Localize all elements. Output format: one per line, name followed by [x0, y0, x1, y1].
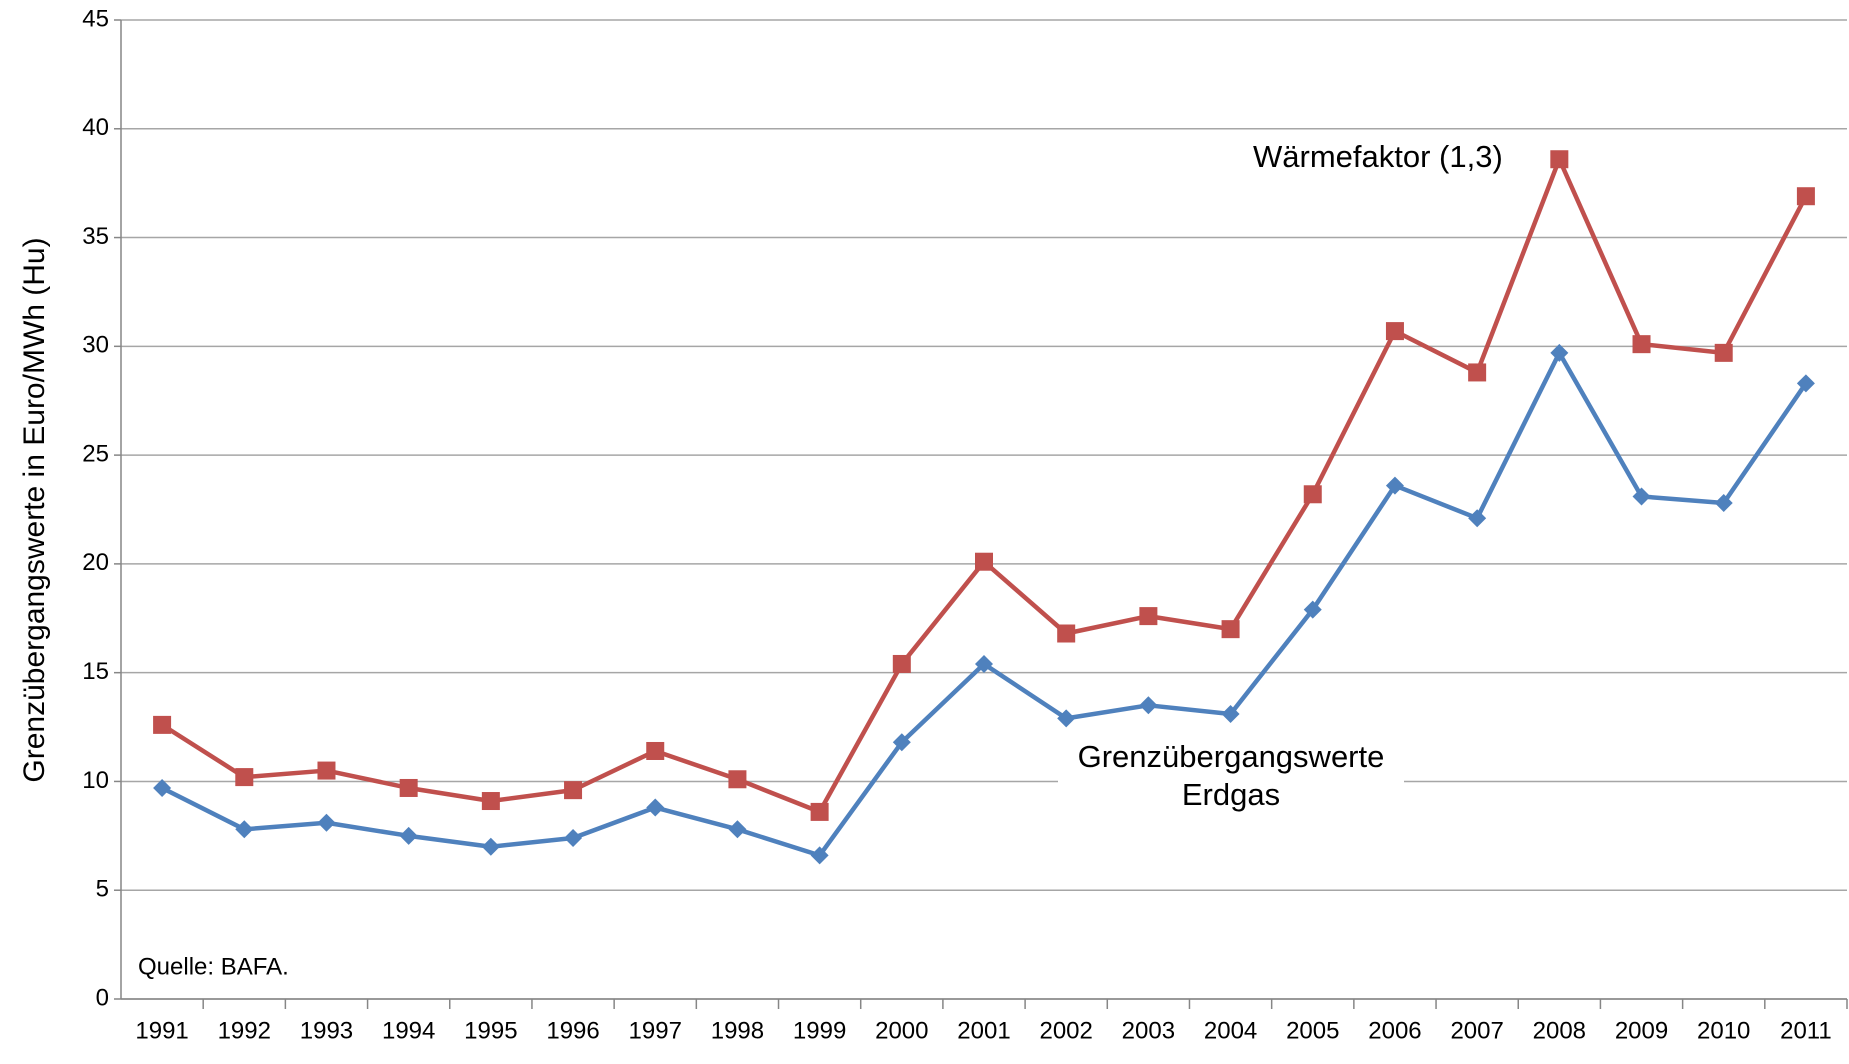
marker	[564, 829, 583, 848]
marker	[1303, 600, 1322, 619]
marker	[1550, 343, 1569, 362]
x-tick-label: 1993	[300, 1017, 353, 1044]
x-tick-label: 1998	[711, 1017, 764, 1044]
marker	[1714, 343, 1733, 362]
marker	[235, 820, 254, 839]
y-axis-label: Grenzübergangswerte in Euro/MWh (Hu)	[18, 237, 51, 782]
marker	[1303, 485, 1322, 504]
marker	[1796, 374, 1815, 393]
marker	[1468, 509, 1487, 528]
marker	[1385, 322, 1404, 341]
x-tick-label: 2000	[875, 1017, 928, 1044]
x-tick-label: 2006	[1368, 1017, 1421, 1044]
series-line	[160, 156, 1808, 815]
x-tick-label: 1996	[546, 1017, 599, 1044]
marker	[564, 781, 583, 800]
x-tick-label: 2010	[1697, 1017, 1750, 1044]
marker	[810, 802, 829, 821]
marker	[1221, 620, 1240, 639]
x-tick-label: 2001	[957, 1017, 1010, 1044]
marker	[1632, 335, 1651, 354]
y-tick-label: 0	[96, 984, 109, 1011]
y-tick-label: 45	[82, 5, 109, 32]
y-tick-label: 10	[82, 767, 109, 794]
y-tick-label: 30	[82, 332, 109, 359]
marker	[317, 761, 336, 780]
marker	[399, 826, 418, 845]
x-tick-label: 2004	[1204, 1017, 1257, 1044]
x-tick-label: 1992	[218, 1017, 271, 1044]
marker	[1632, 487, 1651, 506]
y-tick-label: 25	[82, 440, 109, 467]
marker	[1057, 709, 1076, 728]
x-tick-label: 2011	[1780, 1017, 1832, 1044]
marker	[1057, 624, 1076, 643]
marker	[399, 778, 418, 797]
marker	[1139, 607, 1158, 626]
y-tick-label: 15	[82, 658, 109, 685]
series-label: Grenzübergangswerte Erdgas	[1058, 738, 1404, 814]
marker	[892, 654, 911, 673]
x-tick-label: 2007	[1450, 1017, 1503, 1044]
x-tick-label: 1994	[382, 1017, 435, 1044]
marker	[810, 846, 829, 865]
y-tick-label: 5	[96, 876, 109, 903]
marker	[481, 837, 500, 856]
marker	[975, 552, 993, 571]
marker	[235, 768, 254, 787]
x-tick-label: 1999	[793, 1017, 846, 1044]
x-tick-label: 2002	[1039, 1017, 1092, 1044]
marker	[1221, 705, 1240, 724]
marker	[1714, 493, 1733, 512]
y-tick-label: 20	[82, 549, 109, 576]
x-tick-label: 2009	[1615, 1017, 1668, 1044]
x-tick-label: 1995	[464, 1017, 517, 1044]
marker	[1468, 363, 1487, 382]
marker	[975, 654, 993, 673]
x-tick-label: 2003	[1122, 1017, 1175, 1044]
marker	[892, 733, 911, 752]
marker	[153, 715, 172, 734]
marker	[1796, 187, 1815, 206]
x-tick-label: 1991	[135, 1017, 188, 1044]
x-tick-label: 2005	[1286, 1017, 1339, 1044]
source-note: Quelle: BAFA.	[138, 953, 289, 980]
marker	[728, 770, 747, 789]
series-label: Wärmefaktor (1,3)	[1245, 138, 1511, 176]
x-tick-label: 1997	[629, 1017, 682, 1044]
marker	[646, 741, 665, 760]
y-tick-label: 40	[82, 114, 109, 141]
marker	[1385, 476, 1404, 495]
marker	[646, 798, 665, 817]
marker	[1139, 696, 1158, 715]
marker	[728, 820, 747, 839]
marker	[481, 792, 500, 811]
marker	[153, 778, 172, 797]
marker	[1550, 150, 1569, 169]
x-tick-label: 2008	[1533, 1017, 1586, 1044]
y-tick-label: 35	[82, 223, 109, 250]
marker	[317, 813, 336, 832]
